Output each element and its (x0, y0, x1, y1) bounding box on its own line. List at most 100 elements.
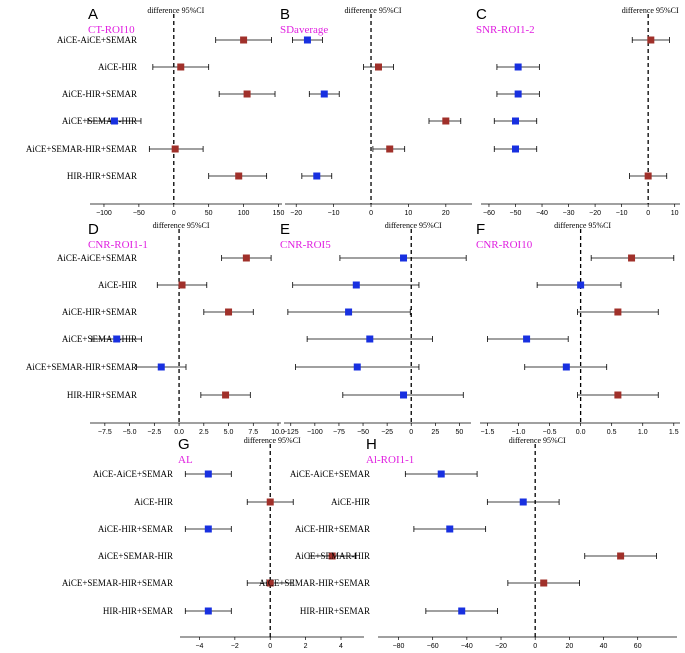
x-tick-label: −20 (290, 210, 302, 217)
x-tick-label: −10 (328, 210, 340, 217)
row-label: AiCE+SEMAR-HIR+SEMAR (62, 578, 173, 588)
x-tick-label: 25 (431, 429, 439, 436)
x-tick-label: −50 (510, 210, 522, 217)
x-tick-label: 4 (339, 643, 343, 650)
x-tick-label: 5.0 (224, 429, 234, 436)
x-tick-label: −60 (427, 643, 439, 650)
x-tick-label: 10 (405, 210, 413, 217)
x-tick-label: −2 (231, 643, 239, 650)
x-tick-label: 0.0 (576, 429, 586, 436)
x-tick-label: −50 (357, 429, 369, 436)
x-tick-label: 0 (533, 643, 537, 650)
x-tick-label: 2 (304, 643, 308, 650)
point-estimate (617, 552, 625, 560)
x-tick-label: −100 (307, 429, 323, 436)
row-label: HIR-HIR+SEMAR (103, 606, 173, 616)
axis-header: difference 95%CI (153, 221, 210, 230)
point-estimate (204, 607, 212, 615)
x-tick-label: −4 (195, 643, 203, 650)
x-tick-label: −5.0 (123, 429, 137, 436)
x-tick-label: 60 (634, 643, 642, 650)
x-tick-label: 1.0 (638, 429, 648, 436)
row-label: AiCE+SEMAR-HIR+SEMAR (259, 578, 370, 588)
x-tick-label: −40 (536, 210, 548, 217)
point-estimate (345, 308, 353, 316)
axis-header: difference 95%CI (509, 436, 566, 445)
x-tick-label: −125 (283, 429, 299, 436)
point-estimate (352, 281, 360, 289)
point-estimate (519, 498, 527, 506)
point-estimate (442, 117, 450, 125)
point-estimate (328, 552, 336, 560)
point-estimate (614, 308, 622, 316)
x-tick-label: −75 (333, 429, 345, 436)
row-label: AiCE-HIR (134, 497, 173, 507)
x-tick-label: −20 (495, 643, 507, 650)
point-estimate (437, 470, 445, 478)
x-tick-label: 1.5 (669, 429, 679, 436)
x-tick-label: 0 (369, 210, 373, 217)
point-estimate (511, 145, 519, 153)
panel-title: CNR-ROI1-1 (88, 239, 148, 251)
x-tick-label: −1.0 (512, 429, 526, 436)
x-tick-label: −20 (589, 210, 601, 217)
point-estimate (242, 254, 250, 262)
panel-h: HAl-ROI1-1 difference 95%CI −80 −60 −40 −20 0 2… (259, 436, 677, 650)
x-tick-label: 10 (671, 210, 679, 217)
axis-header: difference 95%CI (622, 6, 679, 15)
x-tick-label: 50 (205, 210, 213, 217)
row-label: AiCE+SEMAR-HIR+SEMAR (26, 362, 137, 372)
row-label: AiCE-AiCE+SEMAR (57, 35, 137, 45)
x-tick-label: 40 (600, 643, 608, 650)
row-label: AiCE+SEMAR-HIR (98, 551, 173, 561)
panel-letter: D (88, 221, 99, 238)
axis-header: difference 95%CI (385, 221, 442, 230)
point-estimate (400, 254, 408, 262)
row-label: HIR-HIR+SEMAR (300, 606, 370, 616)
panel-letter: C (476, 6, 487, 23)
row-label: AiCE-AiCE+SEMAR (93, 469, 173, 479)
point-estimate (222, 391, 230, 399)
x-tick-label: 20 (442, 210, 450, 217)
point-estimate (303, 36, 311, 44)
row-label: AiCE-HIR (98, 62, 137, 72)
row-label: AiCE-HIR+SEMAR (62, 307, 137, 317)
x-tick-label: −7.5 (98, 429, 112, 436)
point-estimate (204, 525, 212, 533)
x-tick-label: −50 (133, 210, 145, 217)
point-estimate (178, 281, 186, 289)
x-tick-label: −80 (393, 643, 405, 650)
panel-a: ACT-ROI10 difference 95%CI −100 −50 0 50 100 15… (26, 6, 285, 217)
point-estimate (366, 335, 374, 343)
row-label: AiCE-HIR+SEMAR (62, 89, 137, 99)
x-tick-label: −40 (461, 643, 473, 650)
point-estimate (514, 90, 522, 98)
x-tick-label: 7.5 (248, 429, 258, 436)
point-estimate (511, 117, 519, 125)
axis-header: difference 95%CI (244, 436, 301, 445)
point-estimate (113, 335, 121, 343)
axis-header: difference 95%CI (147, 6, 204, 15)
x-tick-label: 150 (273, 210, 285, 217)
panel-title: CT-ROI10 (88, 24, 135, 36)
axis-header: difference 95%CI (554, 221, 611, 230)
row-label: AiCE+SEMAR-HIR (295, 551, 370, 561)
point-estimate (266, 498, 274, 506)
point-estimate (266, 579, 274, 587)
point-estimate (523, 335, 531, 343)
row-label: AiCE-HIR+SEMAR (295, 524, 370, 534)
point-estimate (240, 36, 248, 44)
panel-letter: B (280, 6, 290, 23)
x-tick-label: 100 (238, 210, 250, 217)
row-label: HIR-HIR+SEMAR (67, 390, 137, 400)
point-estimate (375, 63, 382, 71)
point-estimate (562, 363, 570, 371)
x-tick-label: −60 (483, 210, 495, 217)
x-tick-label: −25 (381, 429, 393, 436)
point-estimate (400, 391, 408, 399)
axis-header: difference 95%CI (345, 6, 402, 15)
point-estimate (458, 607, 466, 615)
